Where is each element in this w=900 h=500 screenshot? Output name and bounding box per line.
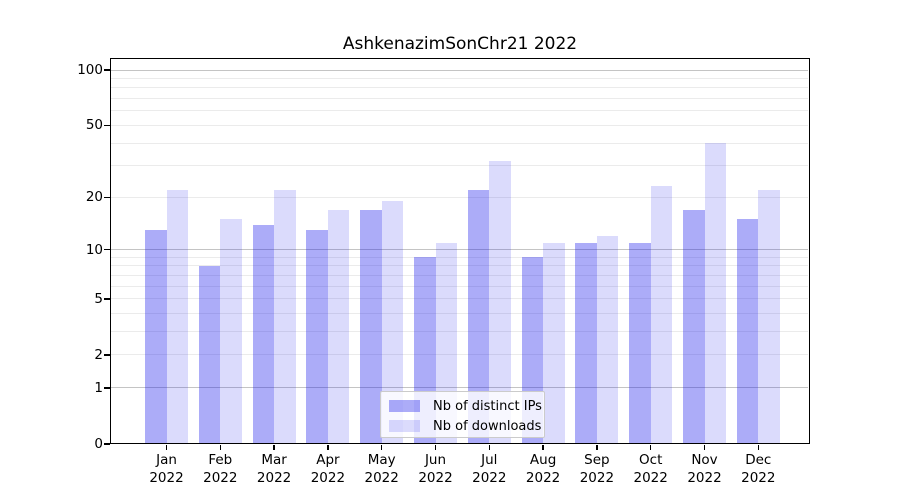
y-tick-20 <box>104 196 110 199</box>
minor-gridline-2 <box>111 354 808 356</box>
x-tick-label-dec: Dec 2022 <box>741 452 776 486</box>
x-tick-sep <box>596 445 598 450</box>
x-tick-label-may: May 2022 <box>364 452 399 486</box>
bar-downloads-aug <box>543 242 565 444</box>
bar-distinct-ips-apr <box>306 230 328 444</box>
x-tick-label-jan: Jan 2022 <box>149 452 184 486</box>
minor-gridline-7 <box>111 274 808 276</box>
bar-downloads-jan <box>166 189 188 444</box>
x-tick-label-aug: Aug 2022 <box>525 452 561 486</box>
x-tick-mar <box>273 445 275 450</box>
bar-downloads-oct <box>650 186 673 444</box>
minor-gridline-50 <box>111 124 808 126</box>
y-tick-label-20: 20 <box>85 189 103 206</box>
chart-title: AshkenazimSonChr21 2022 <box>342 34 578 54</box>
y-tick-10 <box>104 248 110 251</box>
legend-swatch-downloads <box>389 420 420 432</box>
minor-gridline-3 <box>111 331 808 333</box>
plot-background <box>110 58 810 444</box>
legend-entry-downloads: Nb of downloads <box>389 416 541 436</box>
major-gridline-100 <box>111 69 808 71</box>
y-tick-label-5: 5 <box>94 290 103 307</box>
y-tick-label-2: 2 <box>94 346 103 363</box>
x-tick-label-feb: Feb 2022 <box>203 452 238 486</box>
x-tick-oct <box>649 445 652 450</box>
x-tick-jan <box>165 445 168 450</box>
y-tick-1 <box>104 387 110 389</box>
y-tick-label-0: 0 <box>94 436 103 452</box>
y-tick-label-50: 50 <box>85 117 103 134</box>
minor-gridline-80 <box>111 87 808 89</box>
bar-downloads-may <box>381 201 404 444</box>
bar-distinct-ips-oct <box>629 242 651 444</box>
y-tick-100 <box>104 69 110 71</box>
minor-gridline-6 <box>111 285 808 287</box>
x-tick-dec <box>757 445 760 450</box>
bar-downloads-feb <box>220 219 242 444</box>
legend-label-downloads: Nb of downloads <box>433 418 542 434</box>
bar-distinct-ips-nov <box>683 209 705 444</box>
y-tick-2 <box>104 354 110 356</box>
major-gridline-1 <box>111 387 808 389</box>
legend-swatch-distinct-ips <box>389 400 420 412</box>
minor-gridline-70 <box>111 98 808 100</box>
x-tick-jul <box>488 445 491 450</box>
x-tick-aug <box>542 445 544 450</box>
minor-gridline-4 <box>111 313 808 315</box>
y-tick-label-100: 100 <box>77 62 103 78</box>
bar-downloads-nov <box>704 143 726 444</box>
y-tick-50 <box>104 124 110 127</box>
minor-gridline-30 <box>111 165 808 167</box>
x-tick-label-jul: Jul 2022 <box>472 452 507 486</box>
x-tick-label-apr: Apr 2022 <box>310 452 346 486</box>
bar-downloads-dec <box>758 189 780 444</box>
x-tick-label-sep: Sep 2022 <box>579 452 615 486</box>
x-tick-label-jun: Jun 2022 <box>418 452 453 486</box>
major-gridline-10 <box>111 249 808 251</box>
bar-distinct-ips-dec <box>736 219 759 444</box>
minor-gridline-5 <box>111 298 808 300</box>
legend: Nb of distinct IPs Nb of downloads <box>380 391 545 438</box>
bar-distinct-ips-feb <box>198 265 221 444</box>
minor-gridline-8 <box>111 265 808 267</box>
bar-distinct-ips-mar <box>252 224 275 444</box>
legend-label-distinct-ips: Nb of distinct IPs <box>433 398 542 414</box>
x-tick-apr <box>327 445 329 450</box>
x-tick-may <box>380 445 383 450</box>
bar-downloads-jul <box>489 160 511 444</box>
x-tick-jun <box>434 445 437 450</box>
minor-gridline-40 <box>111 142 808 144</box>
bar-distinct-ips-jul <box>467 189 490 444</box>
y-tick-label-10: 10 <box>85 241 103 258</box>
x-tick-label-nov: Nov 2022 <box>687 452 722 486</box>
x-tick-feb <box>219 445 222 450</box>
y-tick-0 <box>104 443 110 445</box>
minor-gridline-90 <box>111 77 808 79</box>
x-tick-label-mar: Mar 2022 <box>256 452 292 486</box>
legend-entry-distinct-ips: Nb of distinct IPs <box>389 396 542 416</box>
bar-downloads-sep <box>596 236 619 444</box>
bar-distinct-ips-sep <box>575 242 597 444</box>
x-tick-nov <box>703 445 706 450</box>
y-tick-label-1: 1 <box>94 379 103 396</box>
x-tick-label-oct: Oct 2022 <box>633 452 668 486</box>
minor-gridline-9 <box>111 256 808 258</box>
bar-downloads-mar <box>274 189 296 444</box>
bar-downloads-apr <box>327 209 350 444</box>
bar-distinct-ips-jan <box>145 230 167 444</box>
y-tick-5 <box>104 298 110 300</box>
bar-distinct-ips-may <box>360 209 382 444</box>
minor-gridline-60 <box>111 110 808 112</box>
minor-gridline-20 <box>111 196 808 198</box>
